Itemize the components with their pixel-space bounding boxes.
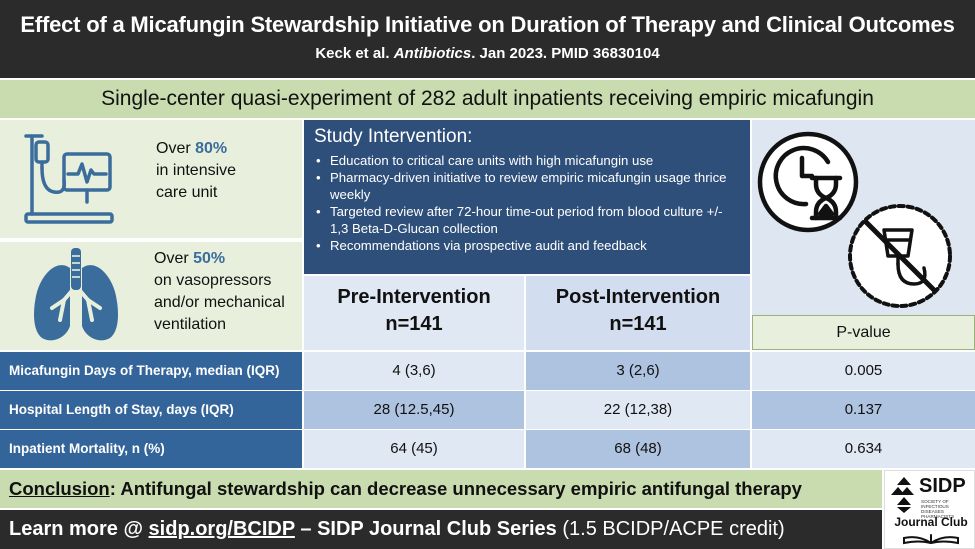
intervention-bullet: Pharmacy-driven initiative to review emp… [314, 169, 740, 203]
post-label: Post-Intervention [555, 286, 721, 308]
footer-credit: (1.5 BCIDP/ACPE credit) [562, 518, 785, 540]
pre-n: n=141 [385, 313, 443, 335]
footer-prefix: Learn more @ [9, 518, 149, 540]
intervention-bullet: Recommendations via prospective audit an… [314, 237, 740, 254]
table-row: Inpatient Mortality, n (%) 64 (45) 68 (4… [0, 430, 975, 468]
post-value: 22 (12,38) [526, 391, 750, 429]
conclusion-label: Conclusion [9, 478, 110, 499]
citation-journal: Antibiotics [393, 45, 472, 62]
p-value: 0.634 [752, 430, 975, 468]
p-value: 0.137 [752, 391, 975, 429]
logo-name: SIDP [919, 475, 966, 497]
logo-society: SOCIETY OF INFECTIOUS DISEASES PHARMACIS… [921, 499, 955, 519]
stat-icu-line2: in intensive [156, 162, 237, 179]
outcome-icons-panel [752, 120, 975, 350]
clock-hourglass-icon [757, 131, 859, 233]
sidp-logo: SIDP SOCIETY OF INFECTIOUS DISEASES PHAR… [884, 470, 975, 549]
stat-vaso-text: Over 50% on vasopressors and/or mechanic… [154, 248, 285, 336]
stat-vaso-line2: on vasopressors [154, 272, 272, 289]
citation-rest: . Jan 2023. PMID 36830104 [471, 45, 660, 62]
footer-link[interactable]: sidp.org/BCIDP [148, 518, 295, 540]
pre-value: 64 (45) [304, 430, 524, 468]
stat-vaso-line4: ventilation [154, 316, 227, 333]
citation-authors: Keck et al. [315, 45, 394, 62]
column-header-pre: Pre-Intervention n=141 [304, 276, 524, 350]
row-label: Micafungin Days of Therapy, median (IQR) [0, 352, 302, 390]
citation: Keck et al. Antibiotics. Jan 2023. PMID … [0, 45, 975, 62]
stat-icu-text: Over 80% in intensive care unit [156, 138, 236, 204]
sidp-mark-icon [891, 477, 914, 513]
open-book-icon [903, 534, 959, 545]
stat-icu-prefix: Over [156, 140, 196, 157]
header: Effect of a Micafungin Stewardship Initi… [0, 0, 975, 78]
study-design: Single-center quasi-experiment of 282 ad… [0, 80, 975, 118]
stat-icu: Over 80% in intensive care unit [0, 120, 302, 238]
intervention-title: Study Intervention: [314, 126, 473, 147]
stat-icu-line3: care unit [156, 184, 218, 201]
table-row: Micafungin Days of Therapy, median (IQR)… [0, 352, 975, 390]
post-value: 68 (48) [526, 430, 750, 468]
row-label: Inpatient Mortality, n (%) [0, 430, 302, 468]
pre-label: Pre-Intervention [337, 286, 491, 308]
post-n: n=141 [609, 313, 667, 335]
stat-vasopressors: Over 50% on vasopressors and/or mechanic… [0, 242, 302, 350]
p-value: 0.005 [752, 352, 975, 390]
intervention-bullet: Education to critical care units with hi… [314, 152, 740, 169]
footer: Learn more @ sidp.org/BCIDP – SIDP Journ… [0, 510, 882, 549]
logo-series: Journal Club [894, 515, 968, 529]
stat-vaso-value: 50% [193, 250, 226, 267]
stat-vaso-prefix: Over [154, 250, 194, 267]
stat-vaso-line3: and/or mechanical [154, 294, 285, 311]
conclusion: Conclusion: Antifungal stewardship can d… [0, 470, 882, 508]
no-iv-icon [848, 204, 952, 308]
intervention-bullet: Targeted review after 72-hour time-out p… [314, 203, 740, 237]
table-row: Hospital Length of Stay, days (IQR) 28 (… [0, 391, 975, 429]
row-label: Hospital Length of Stay, days (IQR) [0, 391, 302, 429]
lungs-icon [34, 248, 118, 341]
column-header-post: Post-Intervention n=141 [526, 276, 750, 350]
pre-value: 28 (12.5,45) [304, 391, 524, 429]
iv-drip-monitor-icon [24, 134, 114, 224]
conclusion-text: : Antifungal stewardship can decrease un… [109, 478, 802, 499]
footer-middle: – SIDP Journal Club Series [294, 518, 563, 540]
stat-icu-value: 80% [195, 140, 228, 157]
column-header-pvalue: P-value [752, 315, 975, 350]
intervention-list: Education to critical care units with hi… [314, 152, 740, 254]
pre-value: 4 (3,6) [304, 352, 524, 390]
study-intervention: Study Intervention: Education to critica… [304, 120, 750, 274]
post-value: 3 (2,6) [526, 352, 750, 390]
page-title: Effect of a Micafungin Stewardship Initi… [20, 12, 955, 37]
